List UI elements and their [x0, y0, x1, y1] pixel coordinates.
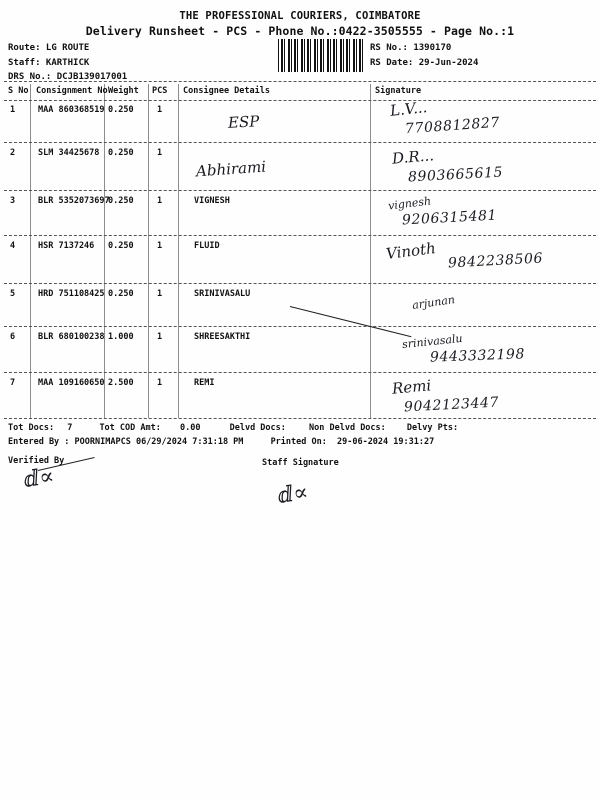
delvy-pts-label: Delvy Pts: — [406, 423, 459, 433]
column-header-consignee: Consignee Details — [183, 86, 270, 96]
cell-consignee: FLUID — [194, 241, 220, 251]
route-line: Route: LG ROUTE — [8, 43, 90, 53]
cell-weight: 0.250 — [108, 241, 134, 251]
verified-by-label: Verified By — [8, 456, 65, 466]
tot-cod-value: 0.00 — [179, 423, 201, 433]
table-row: 2 SLM 34425678 0.250 1 — [4, 145, 596, 190]
barcode-icon — [278, 39, 366, 72]
row-separator — [4, 372, 596, 373]
row-separator — [4, 326, 596, 327]
row-separator — [4, 142, 596, 143]
cell-weight: 2.500 — [108, 378, 134, 388]
document-subtitle: Delivery Runsheet - PCS - Phone No.:0422… — [85, 24, 515, 38]
table-header-row: S No Consignment No Weight PCS Consignee… — [4, 84, 596, 98]
non-delvd-docs-label: Non Delvd Docs: — [309, 423, 386, 433]
table-row: 5 HRD 751108425 0.250 1 SRINIVASALU — [4, 286, 596, 331]
column-divider-3 — [148, 84, 149, 418]
cell-consignment: HRD 751108425 — [38, 289, 105, 299]
cell-consignment: BLR 5352073697 — [38, 196, 110, 206]
cell-sno: 3 — [10, 196, 16, 206]
table-row: 7 MAA 109160650 2.500 1 REMI — [4, 375, 596, 420]
tot-cod-label: Tot COD Amt: — [99, 423, 161, 433]
table-row: 4 HSR 7137246 0.250 1 FLUID — [4, 238, 596, 283]
table-header-underline — [4, 100, 596, 101]
staff-line: Staff: KARTHICK — [8, 57, 90, 68]
cell-consignee: VIGNESH — [194, 196, 230, 206]
header-left-block: Route: LG ROUTE Staff: KARTHICK DRS No.:… — [8, 41, 127, 85]
cell-weight: 0.250 — [108, 148, 134, 158]
column-header-signature: Signature — [375, 86, 422, 96]
rs-no-line: RS No.: 1390170 — [370, 43, 452, 53]
row-separator — [4, 190, 596, 191]
header-divider — [4, 81, 596, 82]
cell-sno: 7 — [10, 378, 16, 388]
cell-pcs: 1 — [157, 148, 163, 158]
consignment-table: S No Consignment No Weight PCS Consignee… — [4, 84, 596, 420]
tot-docs-value: 7 — [67, 423, 73, 433]
column-header-weight: Weight — [108, 86, 139, 96]
cell-sno: 2 — [10, 148, 16, 158]
staff-signature-label: Staff Signature — [262, 458, 339, 468]
cell-sno: 6 — [10, 332, 16, 342]
cell-consignment: MAA 109160650 — [38, 378, 105, 388]
totals-line-1: Tot Docs: 7 Tot COD Amt: 0.00 Delvd Docs… — [8, 422, 458, 436]
column-divider-1 — [30, 84, 31, 418]
table-row: 1 MAA 860368519 0.250 1 — [4, 102, 596, 147]
printed-on-label: Printed On: — [270, 436, 327, 447]
cell-pcs: 1 — [157, 289, 163, 299]
cell-consignment: BLR 680100238 — [38, 332, 105, 342]
entered-by-value: POORNIMAPCS 06/29/2024 7:31:18 PM — [74, 436, 244, 447]
cell-pcs: 1 — [157, 241, 163, 251]
header-right-block: RS No.: 1390170 RS Date: 29-Jun-2024 — [370, 41, 478, 70]
cell-weight: 1.000 — [108, 332, 134, 342]
rs-date-line: RS Date: 29-Jun-2024 — [370, 57, 479, 68]
column-divider-5 — [370, 84, 371, 418]
entered-by-label: Entered By : — [8, 436, 70, 447]
cell-sno: 1 — [10, 105, 16, 115]
cell-consignment: SLM 34425678 — [38, 148, 100, 158]
column-header-sno: S No — [8, 86, 29, 96]
cell-consignee: SRINIVASALU — [194, 289, 251, 299]
cell-weight: 0.250 — [108, 196, 134, 206]
tot-docs-label: Tot Docs: — [8, 423, 55, 433]
column-divider-2 — [104, 84, 105, 418]
cell-consignment: MAA 860368519 — [38, 105, 105, 115]
cell-consignee: REMI — [194, 378, 215, 388]
cell-consignee: SHREESAKTHI — [194, 332, 251, 342]
delvd-docs-label: Delvd Docs: — [229, 423, 286, 433]
cell-consignment: HSR 7137246 — [38, 241, 95, 251]
cell-weight: 0.250 — [108, 289, 134, 299]
company-title: THE PROFESSIONAL COURIERS, COIMBATORE — [179, 10, 421, 22]
verified-by-signature-mark: ⅆ∝ — [22, 464, 56, 493]
cell-pcs: 1 — [157, 332, 163, 342]
drs-no-line: DRS No.: DCJB139017001 — [8, 72, 128, 82]
cell-pcs: 1 — [157, 196, 163, 206]
row-separator — [4, 283, 596, 284]
table-row: 6 BLR 680100238 1.000 1 SHREESAKTHI — [4, 329, 596, 374]
cell-weight: 0.250 — [108, 105, 134, 115]
cell-sno: 4 — [10, 241, 16, 251]
cell-sno: 5 — [10, 289, 16, 299]
column-header-consignment: Consignment No — [36, 86, 108, 96]
printed-on-value: 29-06-2024 19:31:27 — [336, 436, 435, 447]
cell-pcs: 1 — [157, 378, 163, 388]
column-header-pcs: PCS — [152, 86, 168, 96]
table-bottom-border — [4, 418, 596, 419]
column-divider-4 — [178, 84, 179, 418]
staff-signature-mark: ⅆ∝ — [276, 480, 310, 509]
row-separator — [4, 235, 596, 236]
cell-pcs: 1 — [157, 105, 163, 115]
totals-block: Tot Docs: 7 Tot COD Amt: 0.00 Delvd Docs… — [8, 422, 458, 449]
totals-line-2: Entered By : POORNIMAPCS 06/29/2024 7:31… — [8, 436, 458, 450]
table-row: 3 BLR 5352073697 0.250 1 VIGNESH — [4, 193, 596, 238]
